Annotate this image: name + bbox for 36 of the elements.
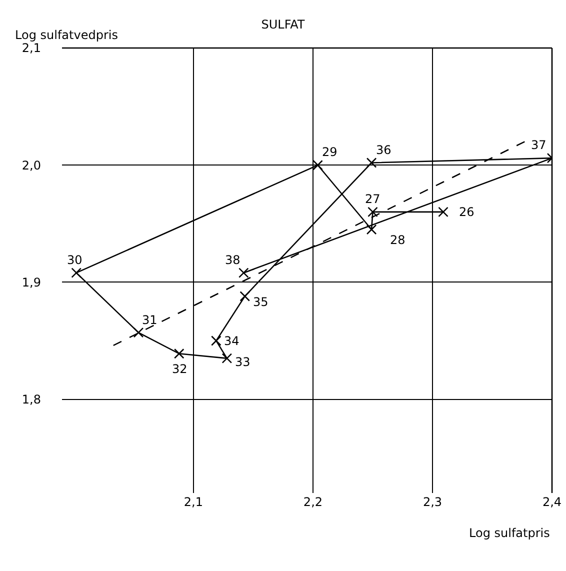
annotation: 35 [253,295,268,309]
annotation: 27 [365,192,380,206]
annotation: 37 [531,138,546,152]
annotation: 38 [225,253,240,267]
x-tick-label: 2,1 [184,495,204,509]
annotation: 30 [67,253,82,267]
chart-title: SULFAT [261,17,306,32]
annotation: 32 [172,362,188,376]
annotation: 26 [459,205,474,219]
point [366,224,377,235]
annotation: 28 [390,233,406,247]
y-tick-label: 2,0 [22,158,41,172]
x-tick-label: 2,2 [303,495,323,509]
annotation: 31 [142,313,158,327]
x-tick-label: 2,3 [422,495,442,509]
annotation: 33 [235,355,250,369]
point [133,327,144,338]
y-tick-label: 1,9 [22,275,41,290]
y-tick-label: 2,1 [22,41,41,56]
x-tick-label: 2,4 [542,495,562,509]
point [174,348,184,359]
point [211,336,222,346]
point [368,206,378,218]
point [366,158,377,168]
point [71,268,82,278]
point [238,268,249,278]
point [312,160,323,170]
x-axis-title: Log sulfatpris [469,526,550,540]
annotation: 36 [376,143,392,157]
point [222,353,232,364]
y-axis-title: Log sulfatvedpris [15,28,118,42]
point [240,291,250,302]
point [438,206,448,218]
y-tick-label: 1,8 [22,392,41,407]
annotation: 29 [322,145,338,159]
annotation: 34 [224,334,240,348]
